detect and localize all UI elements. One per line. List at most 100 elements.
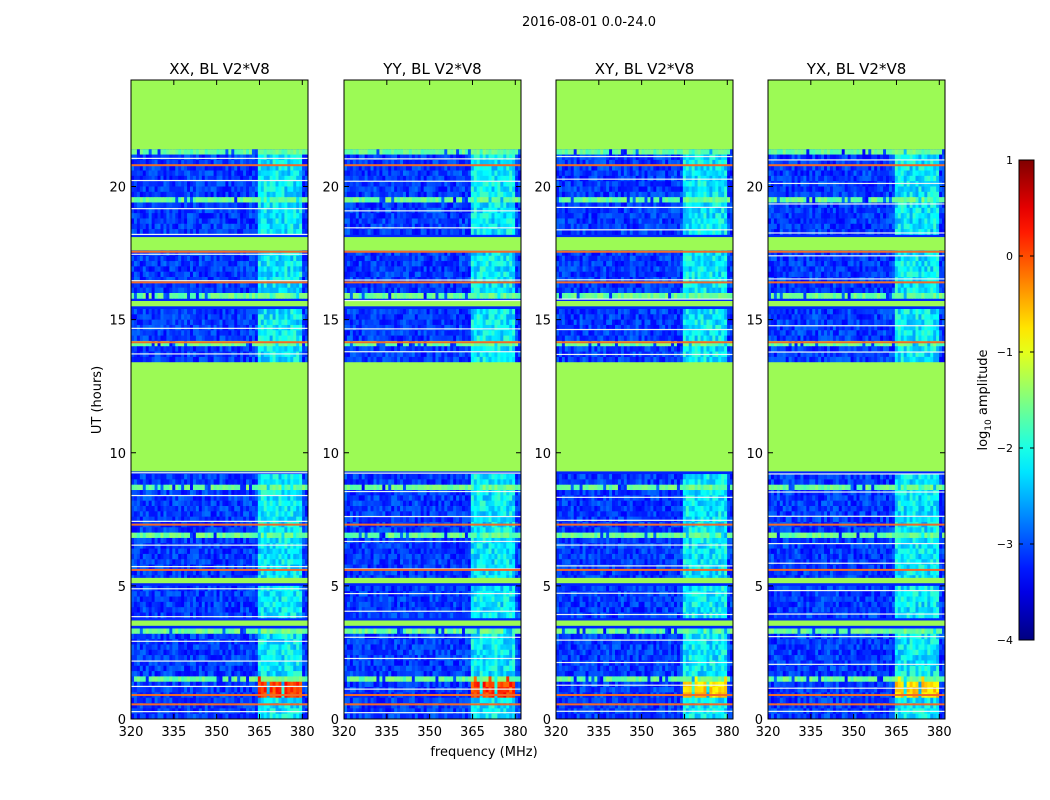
heatmap-cell (266, 229, 271, 235)
heatmap-cell (290, 612, 294, 619)
heatmap-cell (157, 495, 161, 502)
heatmap-cell (187, 181, 191, 187)
heatmap-cell (284, 213, 288, 219)
heatmap-cell (195, 484, 200, 491)
heatmap-cell (243, 543, 247, 550)
heatmap-cell (231, 229, 235, 235)
heatmap-cell (260, 644, 265, 651)
heatmap-cell (157, 474, 161, 480)
heatmap-cell (142, 213, 147, 219)
heatmap-cell (305, 277, 308, 283)
heatmap-cell (269, 479, 273, 486)
heatmap-cell (284, 543, 288, 550)
heatmap-cell (184, 287, 188, 294)
heatmap-cell (136, 319, 141, 326)
heatmap-cell (234, 532, 238, 539)
heatmap-cell (222, 628, 226, 635)
heatmap-cell (198, 564, 203, 571)
heatmap-cell (299, 319, 303, 326)
heatmap-cell (192, 633, 197, 640)
heatmap-cell (166, 159, 170, 166)
heatmap-cell (131, 687, 135, 693)
heatmap-cell (290, 628, 294, 635)
heatmap-cell (216, 319, 220, 326)
heatmap-cell (157, 596, 161, 603)
heatmap-cell (251, 628, 256, 635)
heatmap-cell (269, 553, 273, 560)
heatmap-cell (172, 191, 176, 198)
heatmap-cell (355, 159, 360, 166)
heatmap-cell (249, 676, 253, 683)
heatmap-cell (148, 697, 153, 704)
heatmap-cell (210, 154, 214, 161)
heatmap-cell (299, 484, 303, 491)
heatmap-cell (145, 665, 150, 672)
heatmap-cell (275, 649, 279, 656)
heatmap-cell (269, 591, 273, 597)
heatmap-cell (260, 527, 265, 534)
heatmap-cell (210, 197, 214, 203)
heatmap-cell (213, 490, 217, 496)
heatmap-cell (190, 591, 194, 597)
heatmap-cell (254, 665, 259, 672)
heatmap-cell (257, 703, 262, 709)
heatmap-cell (251, 687, 256, 693)
heatmap-cell (281, 314, 285, 321)
heatmap-cell (131, 596, 135, 603)
heatmap-cell (190, 170, 194, 177)
heatmap-cell (139, 495, 144, 502)
heatmap-cell (251, 165, 256, 171)
heatmap-cell (284, 474, 288, 480)
heatmap-cell (290, 649, 294, 656)
heatmap-cell (184, 293, 188, 299)
heatmap-cell (231, 165, 235, 171)
heatmap-cell (192, 564, 197, 571)
heatmap-cell (518, 165, 521, 171)
heatmap-cell (195, 277, 200, 283)
heatmap-cell (172, 649, 176, 656)
heatmap-cell (257, 170, 262, 177)
heatmap-cell (246, 564, 250, 571)
heatmap-cell (151, 591, 155, 597)
heatmap-cell (275, 644, 279, 651)
heatmap-cell (169, 250, 173, 257)
heatmap-cell (263, 287, 268, 294)
heatmap-cell (370, 154, 374, 161)
heatmap-cell (257, 543, 262, 550)
heatmap-cell (275, 548, 279, 555)
heatmap-cell (257, 484, 262, 491)
heatmap-cell (181, 687, 185, 693)
heatmap-cell (157, 314, 161, 321)
heatmap-cell (275, 474, 279, 480)
heatmap-cell (192, 287, 197, 294)
heatmap-cell (228, 314, 232, 321)
heatmap-cell (269, 287, 273, 294)
heatmap-cell (145, 676, 150, 683)
heatmap-cell (225, 569, 229, 576)
heatmap-cell (231, 191, 235, 198)
heatmap-cell (438, 154, 442, 161)
heatmap-cell (184, 175, 188, 182)
heatmap-cell (305, 511, 308, 518)
heatmap-cell (169, 660, 173, 667)
heatmap-cell (287, 250, 291, 257)
heatmap-cell (175, 314, 179, 321)
heatmap-cell (201, 154, 206, 161)
heatmap-cell (260, 277, 265, 283)
heatmap-cell (133, 175, 138, 182)
heatmap-cell (260, 612, 265, 619)
heatmap-cell (136, 596, 141, 603)
heatmap-cell (284, 335, 288, 342)
heatmap-cell (145, 644, 150, 651)
heatmap-cell (207, 474, 212, 480)
heatmap-cell (228, 495, 232, 502)
heatmap-cell (172, 165, 176, 171)
heatmap-cell (213, 308, 217, 315)
heatmap-cell (213, 628, 217, 635)
heatmap-cell (290, 703, 294, 709)
heatmap-cell (249, 287, 253, 294)
heatmap-cell (181, 490, 185, 496)
heatmap-cell (195, 308, 200, 315)
heatmap-cell (290, 223, 294, 230)
heatmap-cell (266, 479, 271, 486)
